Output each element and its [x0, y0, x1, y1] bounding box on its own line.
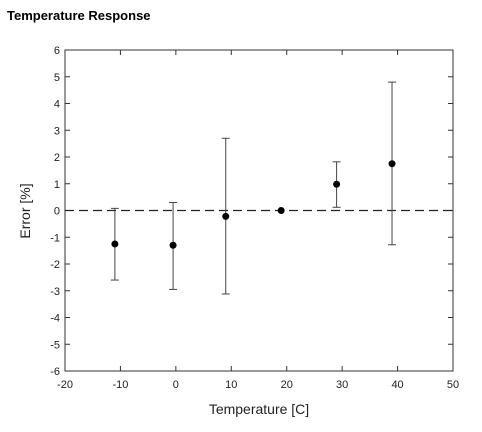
y-tick-label: 4	[54, 99, 60, 111]
x-tick-label: -20	[57, 379, 73, 391]
data-point	[333, 180, 341, 188]
x-axis-label: Temperature [C]	[209, 401, 309, 417]
x-tick-label: 40	[391, 379, 403, 391]
y-tick-label: -1	[50, 232, 60, 244]
y-tick-label: 6	[54, 45, 60, 57]
x-tick-label: 20	[281, 379, 293, 391]
y-tick-label: 3	[54, 125, 60, 137]
data-point	[222, 212, 230, 220]
x-tick-label: 30	[336, 379, 348, 391]
x-tick-label: 0	[173, 379, 179, 391]
y-tick-label: 0	[54, 206, 60, 218]
y-tick-label: 2	[54, 152, 60, 164]
data-point	[169, 241, 177, 249]
y-tick-label: -5	[50, 339, 60, 351]
x-tick-label: -10	[112, 379, 128, 391]
y-tick-label: 1	[54, 179, 60, 191]
y-tick-label: 5	[54, 72, 60, 84]
x-tick-label: 50	[447, 379, 459, 391]
data-point	[277, 207, 285, 214]
data-point	[111, 240, 119, 248]
y-tick-label: -2	[50, 259, 60, 271]
y-tick-label: -6	[50, 366, 60, 378]
y-axis-label: Error [%]	[17, 183, 33, 238]
x-tick-label: 10	[225, 379, 237, 391]
y-tick-label: -4	[50, 313, 60, 325]
page-title: Temperature Response	[7, 8, 151, 23]
data-point	[388, 160, 396, 168]
y-tick-label: -3	[50, 286, 60, 298]
